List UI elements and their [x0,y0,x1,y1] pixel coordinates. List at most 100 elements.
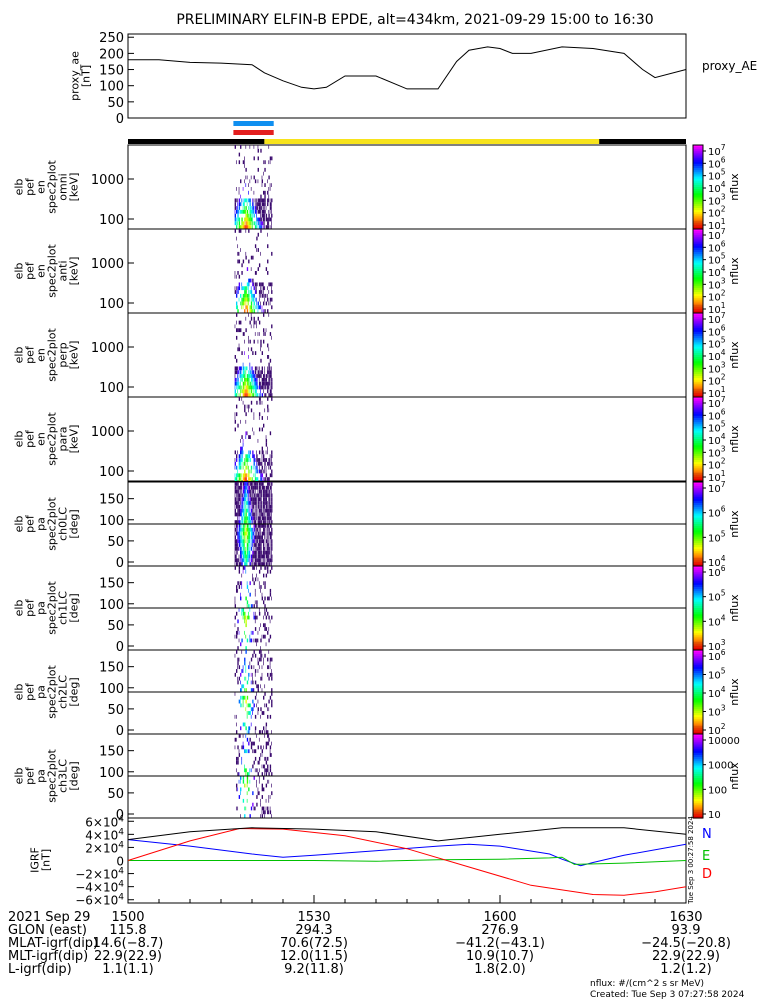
colorbar-cell [693,233,703,236]
colorbar-cell [693,635,703,638]
spectrogram-cell [258,608,260,612]
spectrogram-cell [241,539,243,544]
colorbar-tick-label: 106 [708,155,726,170]
spectrogram-cell [258,225,261,229]
spectrogram-cell [240,524,241,528]
spectrogram-cell [260,653,262,658]
spectrogram-cell [265,642,267,647]
spectrogram-cell [244,458,245,462]
spectrogram-cell [250,497,253,502]
spectrogram-cell [244,301,245,306]
spectrogram-cell [237,558,239,563]
spectrogram-cell [244,461,246,466]
spectrogram-cell [234,562,236,566]
igrf-line-e [128,856,687,865]
y-label-line: spec2plot [46,749,59,803]
spectrogram-cell [242,305,244,310]
spectrogram-cell [249,661,251,666]
spectrogram-cell [271,520,273,524]
spectrogram-cell [261,377,264,382]
spectrogram-panel: 1000100elbpefenspec2plotomni[keV]1071061… [13,143,742,232]
spectrogram-cell [264,585,266,589]
spectrogram-cell [248,339,249,344]
spectrogram-cell [244,661,246,666]
spectrogram-cell [267,489,268,494]
colorbar-cell [693,250,703,253]
spectrogram-cell [269,512,271,517]
spectrogram-cell [253,497,255,502]
spectrogram-cell [238,374,240,378]
spectrogram-cell [261,400,263,405]
spectrogram-cell [263,661,264,666]
spectrogram-cell [240,672,242,677]
spectrogram-cell [269,546,271,551]
spectrogram-cell [261,183,263,187]
spectrogram-cell [248,229,250,233]
colorbar-cell [693,780,703,783]
spectrogram-cell [245,229,247,233]
spectrogram-cell [263,726,265,731]
spectrogram-cell [240,776,242,780]
spectrogram-cell [253,416,255,420]
colorbar-cell [693,329,703,333]
spectrogram-cell [257,562,259,566]
spectrogram-cell [238,282,241,287]
colorbar-cell [693,161,703,165]
spectrogram-cell [264,485,266,490]
colorbar-cell [693,515,703,519]
spectrogram-cell [235,554,237,559]
spectrogram-cell [268,355,270,359]
spectrogram-cell [269,465,272,470]
spectrogram-cell [264,512,266,517]
x-label-value: 276.9 [481,923,518,938]
spectrogram-cell [242,703,244,708]
colorbar-frame [692,396,704,482]
spectrogram-cell [238,221,241,226]
spectrogram-cell [238,665,241,670]
spectrogram-cell [237,381,239,386]
spectrogram-cell [235,454,238,459]
spectrogram-cell [258,202,261,207]
spectrogram-cell [238,477,241,481]
colorbar-cell [693,174,703,178]
spectrogram-cell [245,419,247,424]
spectrogram-cell [256,562,257,566]
spectrogram-cell [264,810,266,815]
spectrogram-cell [256,504,257,509]
spectrogram-cell [258,768,260,773]
spectrogram-cell [269,504,272,509]
spectrogram-cell [257,370,259,375]
spectrogram-cell [241,482,243,486]
spectrogram-cell [264,225,266,229]
spectrogram-cell [245,225,247,229]
spectrogram-cell [248,703,250,708]
colorbar-tick-label: 104 [708,180,726,195]
spectrogram-cell [241,374,243,378]
y-tick-label: 0 [116,640,124,655]
spectrogram-cell [242,504,244,509]
spectrogram-cell [269,661,271,666]
spectrogram-cell [246,581,248,586]
colorbar-cell [693,778,703,781]
spectrogram-cell [253,370,255,375]
spectrogram-cell [249,206,251,210]
spectrogram-cell [241,745,243,750]
colorbar-tick-label: 103 [708,192,726,207]
spectrogram-cell [263,810,265,815]
spectrogram-cell [267,343,269,348]
spectrogram-cell [263,485,265,490]
spectrogram-cell [254,768,256,773]
spectrogram-cell [260,539,262,544]
spectrogram-cell [246,554,249,559]
spectrogram-cell [265,726,267,731]
colorbar-cell [693,201,703,205]
spectrogram-cell [248,535,250,540]
spectrogram-cell [245,504,247,509]
spectrogram-cell [260,802,261,807]
spectrogram-cell [260,657,262,662]
spectrogram-cell [268,225,270,229]
y-label-line: pa [35,685,48,699]
spectrogram-cell [260,646,261,650]
spectrogram-cell [244,508,245,513]
colorbar-cell [693,424,703,427]
